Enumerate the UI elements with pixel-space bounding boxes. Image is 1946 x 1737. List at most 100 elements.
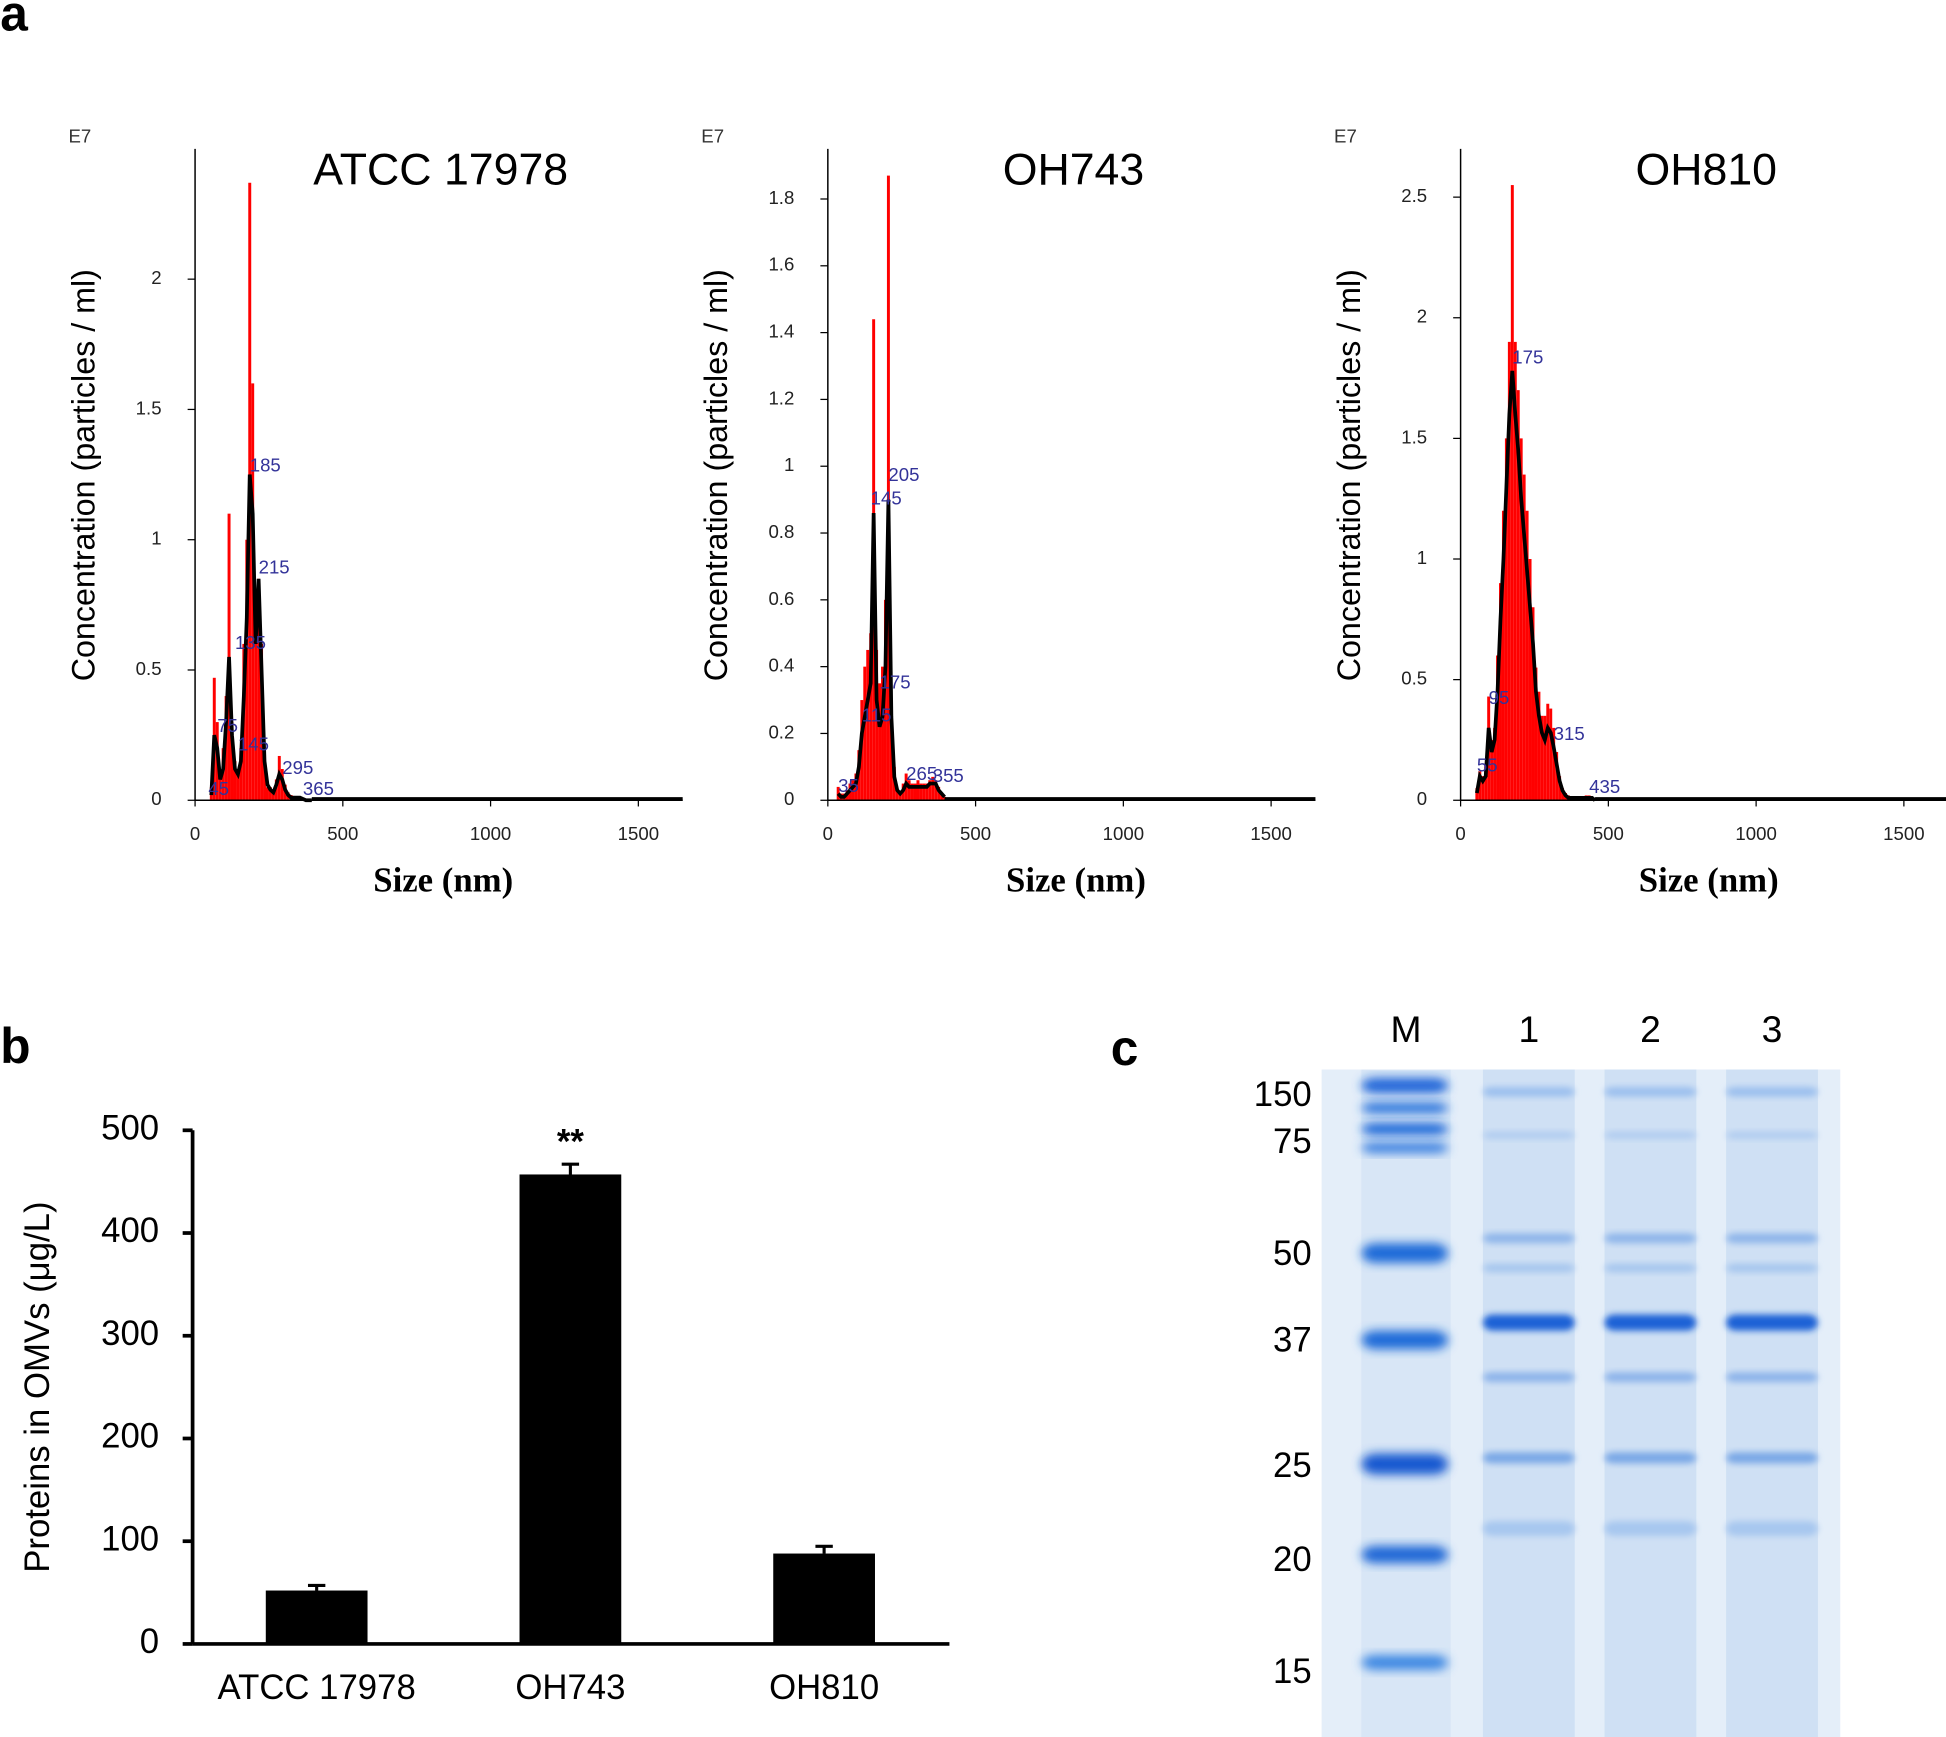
lane-label: 3	[1762, 1008, 1783, 1050]
histogram-bar	[925, 783, 929, 801]
y-tick-label: 0.5	[136, 658, 162, 679]
marker-size-label: 20	[1273, 1541, 1312, 1579]
lane-label: M	[1391, 1008, 1422, 1050]
histogram-bar	[863, 666, 867, 801]
marker-size-label: 37	[1273, 1322, 1312, 1360]
histogram-bar	[271, 792, 275, 801]
y-tick-label: 400	[101, 1212, 159, 1250]
chart-title: ATCC 17978	[313, 145, 568, 194]
y-tick-label: 2.5	[1401, 185, 1427, 206]
histogram-bar	[907, 780, 911, 801]
x-axis-label: Size (nm)	[1006, 860, 1146, 899]
error-bar	[561, 1162, 580, 1175]
y-multiplier: E7	[69, 126, 92, 147]
marker-band	[1361, 1545, 1449, 1564]
sample-band	[1726, 1263, 1818, 1273]
y-tick-label: 1.5	[136, 397, 162, 418]
x-tick-label: 0	[823, 823, 833, 844]
histogram-bar	[886, 175, 890, 801]
x-axis-label: Size (nm)	[1639, 860, 1779, 899]
sample-band	[1604, 1452, 1697, 1464]
histogram-bar	[922, 783, 926, 801]
gel-lane	[1726, 1069, 1818, 1737]
histogram-bar	[1484, 764, 1488, 801]
sample-band	[1482, 1372, 1575, 1383]
histogram-bar	[883, 599, 887, 801]
histogram-bar	[1549, 708, 1553, 801]
marker-band	[1361, 1122, 1449, 1136]
gel-lane	[1604, 1069, 1697, 1737]
y-tick-label: 500	[101, 1109, 159, 1147]
sample-band	[1482, 1086, 1575, 1097]
peak-label: 145	[238, 733, 269, 754]
y-tick-label: 1.5	[1401, 426, 1427, 447]
histogram-bar	[881, 666, 884, 801]
sample-band	[1604, 1521, 1697, 1537]
histogram-bar	[1558, 776, 1562, 801]
lane-label: 2	[1640, 1008, 1661, 1050]
histogram-bar	[268, 787, 272, 801]
x-tick-label: OH810	[769, 1669, 879, 1707]
histogram-bar	[940, 793, 944, 801]
histogram-bar	[910, 783, 914, 801]
histogram-bar	[1546, 703, 1550, 801]
histogram-bar	[1475, 788, 1479, 801]
histogram-bar	[230, 722, 234, 801]
sample-band	[1482, 1263, 1575, 1273]
histogram-bar	[898, 793, 902, 801]
error-bar	[307, 1583, 326, 1591]
bar	[773, 1553, 875, 1644]
sample-band	[1482, 1131, 1575, 1139]
histogram-bar	[1481, 776, 1485, 801]
histogram-bar	[1496, 655, 1500, 801]
sample-band	[1604, 1131, 1697, 1139]
peak-label: 205	[888, 464, 919, 485]
marker-size-label: 150	[1254, 1076, 1312, 1114]
sample-band	[1604, 1233, 1697, 1244]
histogram-bar	[1525, 510, 1529, 801]
sample-band	[1482, 1521, 1575, 1537]
peak-label: 75	[217, 715, 238, 736]
marker-band	[1361, 1243, 1449, 1264]
histogram-bar	[878, 683, 882, 801]
histogram-bar	[1522, 474, 1526, 801]
y-tick-label: 0.5	[1401, 668, 1427, 689]
histogram-bar	[236, 774, 240, 801]
gel-lane	[1361, 1069, 1451, 1737]
sample-band	[1726, 1233, 1818, 1244]
histogram-bar	[1552, 727, 1556, 801]
lane-label: 1	[1518, 1008, 1539, 1050]
y-tick-label: 0.8	[768, 521, 794, 542]
sample-band	[1726, 1372, 1818, 1383]
bar	[265, 1590, 368, 1644]
size-line	[1475, 370, 1597, 802]
y-tick-label: 2	[1417, 306, 1427, 327]
histogram-bar	[257, 578, 261, 801]
peak-label: 215	[259, 556, 290, 577]
histogram-bar	[866, 649, 870, 801]
y-tick-label: 1.6	[768, 254, 794, 275]
x-tick-label: 1000	[1735, 823, 1776, 844]
histogram-bar	[854, 773, 858, 801]
histogram-bar	[245, 539, 249, 801]
peak-label: 35	[838, 775, 859, 796]
significance-label: **	[557, 1124, 585, 1162]
y-axis-label: Concentration (particles / ml)	[698, 269, 734, 681]
y-multiplier: E7	[701, 126, 724, 147]
y-tick-label: 0	[1417, 788, 1427, 809]
y-axis-label: Proteins in OMVs (μg/L)	[19, 1201, 57, 1572]
histogram-bar	[239, 748, 243, 801]
y-tick-label: 0.4	[768, 655, 794, 676]
sample-band	[1604, 1372, 1697, 1383]
x-tick-label: 1500	[1250, 823, 1291, 844]
histogram-bar	[836, 786, 840, 801]
y-tick-label: 1.4	[768, 321, 794, 342]
histogram-bar	[1493, 727, 1497, 801]
chart-title: OH810	[1636, 145, 1778, 194]
histogram-bar	[851, 780, 855, 801]
histogram-bar	[233, 761, 237, 801]
marker-size-label: 15	[1273, 1653, 1312, 1691]
peak-label: 295	[282, 757, 313, 778]
peak-label: 95	[1489, 687, 1510, 708]
peak-label: 115	[862, 705, 892, 726]
